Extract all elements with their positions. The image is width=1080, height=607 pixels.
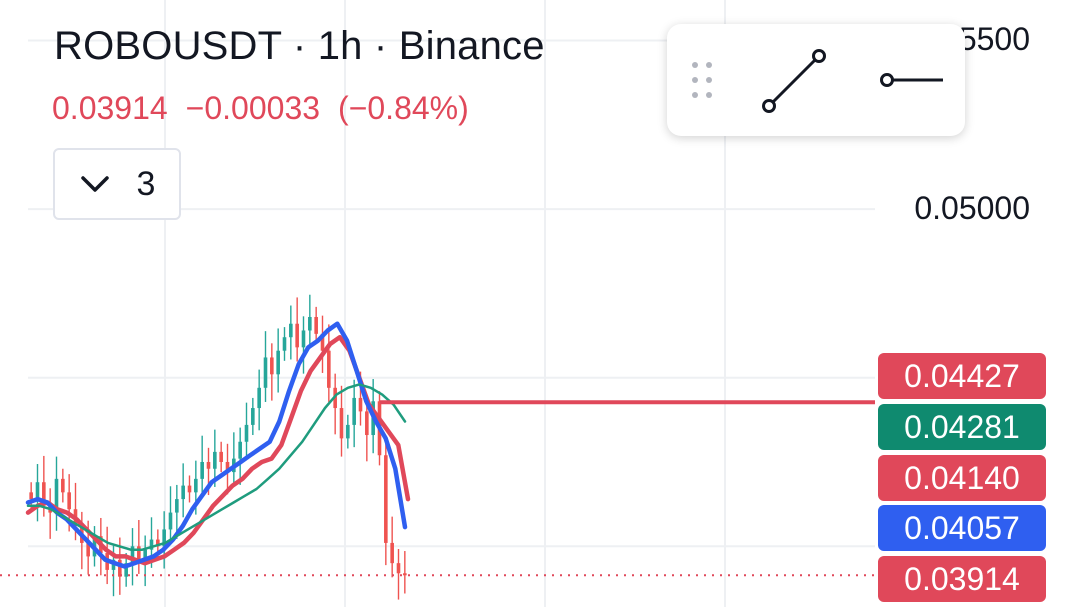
price-tag: 0.04281 [878,404,1046,450]
candle-body-43 [301,330,306,348]
candle-body-30 [219,451,223,462]
candles [29,294,407,600]
horizontal-ray-icon[interactable] [877,68,947,92]
moving-averages [25,321,411,569]
price-tag: 0.03914 [878,556,1046,602]
candle-body-1 [35,482,40,500]
candle-body-26 [194,478,198,493]
candle-body-37 [263,357,268,388]
candle-body-42 [295,323,299,348]
last-price: 0.03914 [52,90,168,126]
candle-body-21 [162,529,166,547]
candle-body-58 [396,563,401,574]
candle-body-27 [200,461,204,479]
candle-body-4 [54,478,59,513]
price-change-percent: (−0.84%) [338,90,469,126]
candle-body-40 [282,337,287,351]
ma-line-1 [25,321,408,569]
indicator-count: 3 [136,164,156,203]
candle-body-9 [86,542,90,557]
indicator-collapse-button[interactable]: 3 [53,148,181,220]
candle-body-18 [143,549,147,560]
candle-body-59 [403,573,407,576]
price-change: −0.00033 [185,90,321,126]
candle-body-35 [251,408,255,425]
candle-body-15 [124,563,128,577]
candle-body-2 [42,482,46,503]
price-quote: 0.03914 −0.00033 (−0.84%) [52,90,487,127]
candle-body-49 [339,408,344,439]
candle-body-38 [270,357,274,375]
candle-body-56 [384,455,388,543]
candle-body-17 [137,546,141,560]
candle-body-36 [257,387,261,409]
candle-body-45 [314,316,318,334]
candle-body-5 [61,478,65,493]
trend-line-icon[interactable] [759,44,831,116]
candle-body-20 [156,539,160,547]
candle-body-0 [29,492,33,500]
drawing-toolbar [667,24,965,136]
chevron-down-icon [80,176,109,192]
candle-body-31 [225,461,230,473]
candle-body-28 [206,461,211,469]
candle-body-39 [276,350,280,375]
candle-body-53 [365,411,369,436]
price-tag: 0.04140 [878,455,1046,501]
candle-body-24 [181,485,185,500]
candle-body-33 [238,441,242,459]
candle-body-34 [244,424,249,442]
candle-body-46 [320,333,325,351]
candle-body-41 [289,323,293,338]
candle-body-22 [168,512,173,530]
price-tag: 0.04427 [878,353,1046,399]
candle-body-14 [118,559,122,577]
price-tag: 0.04057 [878,505,1046,551]
candle-body-25 [187,485,192,493]
candle-body-23 [175,499,179,513]
candle-body-50 [346,424,350,439]
candle-body-52 [358,397,363,412]
candle-body-47 [327,350,331,388]
ma-line-2 [26,383,407,551]
candle-body-6 [67,492,71,510]
candle-body-29 [213,451,217,469]
candle-body-44 [308,316,312,331]
candle-body-51 [352,397,356,425]
candle-body-16 [130,546,135,564]
symbol-title: ROBOUSDT · 1h · Binance [54,24,545,68]
candle-body-57 [390,542,394,564]
price-lines [0,400,875,577]
price-axis-label: 0.05000 [914,190,1030,227]
drag-handle-icon[interactable] [689,60,717,100]
candle-body-19 [149,539,154,550]
